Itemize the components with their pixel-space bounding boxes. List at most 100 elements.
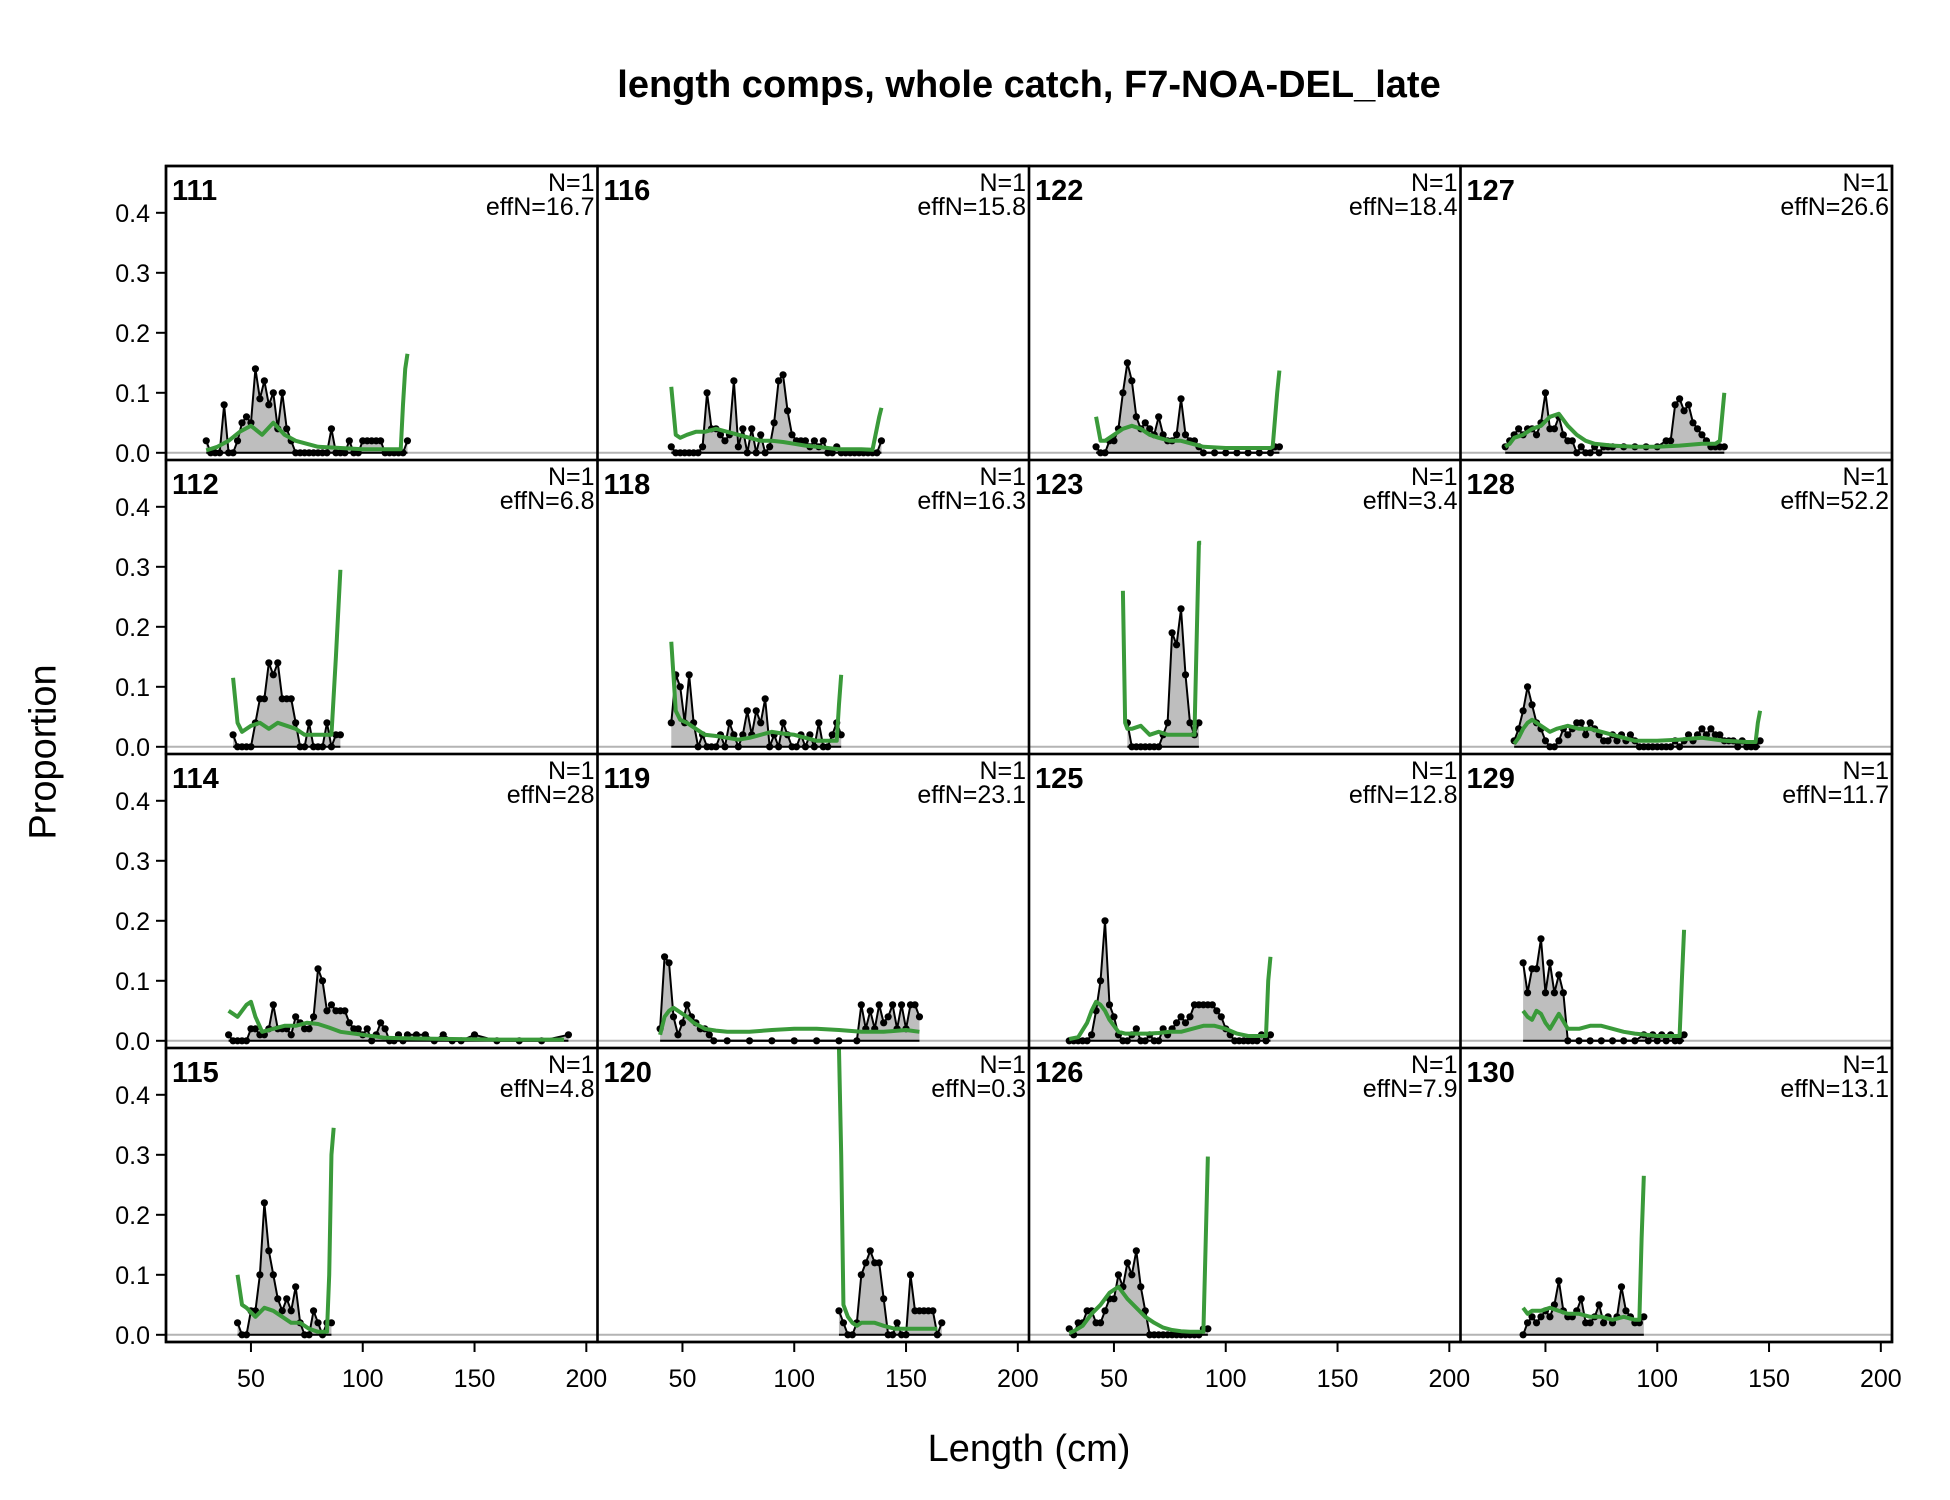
panel-123-observed-point (1155, 743, 1163, 751)
panel-115-observed-point (242, 1331, 251, 1339)
y-tick-label: 0.2 (115, 908, 150, 936)
panel-127-observed-point (1680, 407, 1688, 415)
panel-116-observed-point (752, 449, 760, 457)
x-tick-label: 150 (1317, 1365, 1359, 1393)
panel-115-observed-point (327, 1319, 336, 1327)
panel-111-observed-point (327, 425, 336, 433)
panel-122-observed-point (1132, 413, 1140, 421)
y-tick-label: 0.1 (115, 968, 150, 996)
panel-125-expected-line (1068, 956, 1273, 1041)
panel-119-observed-point (835, 1037, 843, 1045)
panel-116-observed-point (721, 437, 729, 445)
panel-120-observed-point (893, 1319, 901, 1327)
panel-128-observed-point (1667, 743, 1675, 751)
panel-118-n-label: N=1 (979, 463, 1026, 491)
panel-127-effn-label: effN=26.6 (1780, 193, 1889, 221)
panel-120-observed-point (875, 1259, 883, 1267)
panel-122-observed-point (1101, 449, 1109, 457)
panel-129-observed-point (1550, 989, 1559, 997)
x-tick-label: 100 (1205, 1365, 1247, 1393)
x-tick-label: 100 (1636, 1365, 1678, 1393)
panel-130-effn-label: effN=13.1 (1780, 1075, 1889, 1103)
panel-112-observed-point (274, 659, 282, 667)
panel-118-observed-point (743, 707, 751, 715)
panel-129-observed-point (1541, 989, 1550, 997)
panel-126-observed-point (1123, 1259, 1131, 1267)
panel-120-n-label: N=1 (979, 1051, 1026, 1079)
panel-116-observed-point (694, 449, 702, 457)
panel-114-observed-point (309, 1013, 318, 1021)
panel-130-observed-point (1599, 1319, 1608, 1327)
panel-123-observed-point (1177, 605, 1185, 613)
panel-123-expected-line (1120, 540, 1202, 737)
panel-118-observed-point (824, 743, 832, 751)
panel-130-expected-line (1521, 1175, 1646, 1322)
panel-122-observed-point (1275, 443, 1284, 451)
panel-125-observed-point (1253, 1037, 1261, 1045)
panel-123-observed-area (1127, 608, 1199, 747)
panel-125-observed-point (1217, 1013, 1225, 1021)
panel-128-observed-point (1604, 737, 1612, 745)
panel-115-observed-point (278, 1307, 286, 1315)
panel-125-observed-point (1155, 1037, 1163, 1045)
panel-130-observed-point (1595, 1301, 1603, 1309)
panel-114-observed-point (470, 1031, 479, 1039)
panel-118-id-label: 118 (604, 469, 651, 501)
panel-119-observed-point (880, 1019, 888, 1027)
panel-112-observed-point (336, 731, 344, 739)
panel-127-observed-point (1676, 395, 1684, 403)
x-tick-label: 100 (773, 1365, 815, 1393)
x-tick-label: 50 (1100, 1365, 1128, 1393)
panel-129-observed-point (1631, 1037, 1639, 1045)
panel-127-observed-point (1573, 449, 1581, 457)
panel-129-observed-point (1519, 959, 1527, 967)
panel-122-effn-label: effN=18.4 (1349, 193, 1458, 221)
panel-120-observed-point (839, 1319, 848, 1327)
panel-114-observed-point (368, 1037, 376, 1045)
panel-125-observed-point (1123, 1037, 1131, 1045)
panel-128-observed-point (1523, 683, 1532, 691)
panel-119-observed-point (745, 1037, 754, 1045)
panel-130-observed-point (1532, 1319, 1541, 1327)
panel-114-observed-point (327, 1001, 336, 1009)
panel-111-observed-point (323, 449, 331, 457)
panel-126-expected-line (1068, 1156, 1210, 1335)
panel-111-observed-point (377, 437, 385, 445)
panel-112-observed-point (292, 719, 300, 727)
panel-128-observed-point (1756, 737, 1764, 745)
y-tick-label: 0.2 (115, 320, 150, 348)
panel-114-observed-point (269, 1001, 277, 1009)
panel-118-observed-point (810, 743, 818, 751)
panel-118-observed-point (779, 719, 787, 727)
panel-119-observed-point (768, 1037, 776, 1045)
panel-115-observed-point (283, 1295, 291, 1303)
panel-129-observed-point (1653, 1037, 1661, 1045)
panel-129-observed-point (1564, 1037, 1572, 1045)
panel-120-observed-point (848, 1331, 856, 1339)
panel-127-observed-point (1693, 425, 1702, 433)
panel-116-effn-label: effN=15.8 (917, 193, 1026, 221)
panel-123-observed-point (1186, 719, 1194, 727)
y-tick-label: 0.3 (115, 848, 150, 876)
panel-128-observed-point (1541, 737, 1550, 745)
panel-116-observed-point (757, 431, 765, 439)
panel-127-observed-point (1559, 431, 1567, 439)
panel-119-observed-point (710, 1037, 718, 1045)
panel-129-id-label: 129 (1467, 763, 1515, 795)
panel-111-observed-point (265, 401, 273, 409)
panel-118-observed-point (667, 719, 675, 727)
panel-116-observed-point (761, 449, 769, 457)
panel-114-observed-point (345, 1019, 353, 1027)
panel-122-id-label: 122 (1035, 175, 1083, 207)
panel-114-observed-point (251, 1025, 260, 1033)
panel-122-observed-point (1210, 449, 1219, 457)
panel-128-observed-point (1676, 743, 1684, 751)
panel-130-observed-point (1528, 1313, 1536, 1321)
panel-115-observed-point (314, 1319, 322, 1327)
panel-115-observed-point (265, 1247, 273, 1255)
panel-114-observed-point (292, 1013, 300, 1021)
panel-129-observed-area (1523, 938, 1685, 1041)
panel-123-observed-point (1195, 719, 1203, 727)
panel-126-observed-point (1128, 1271, 1136, 1279)
panel-125-observed-point (1177, 1013, 1185, 1021)
